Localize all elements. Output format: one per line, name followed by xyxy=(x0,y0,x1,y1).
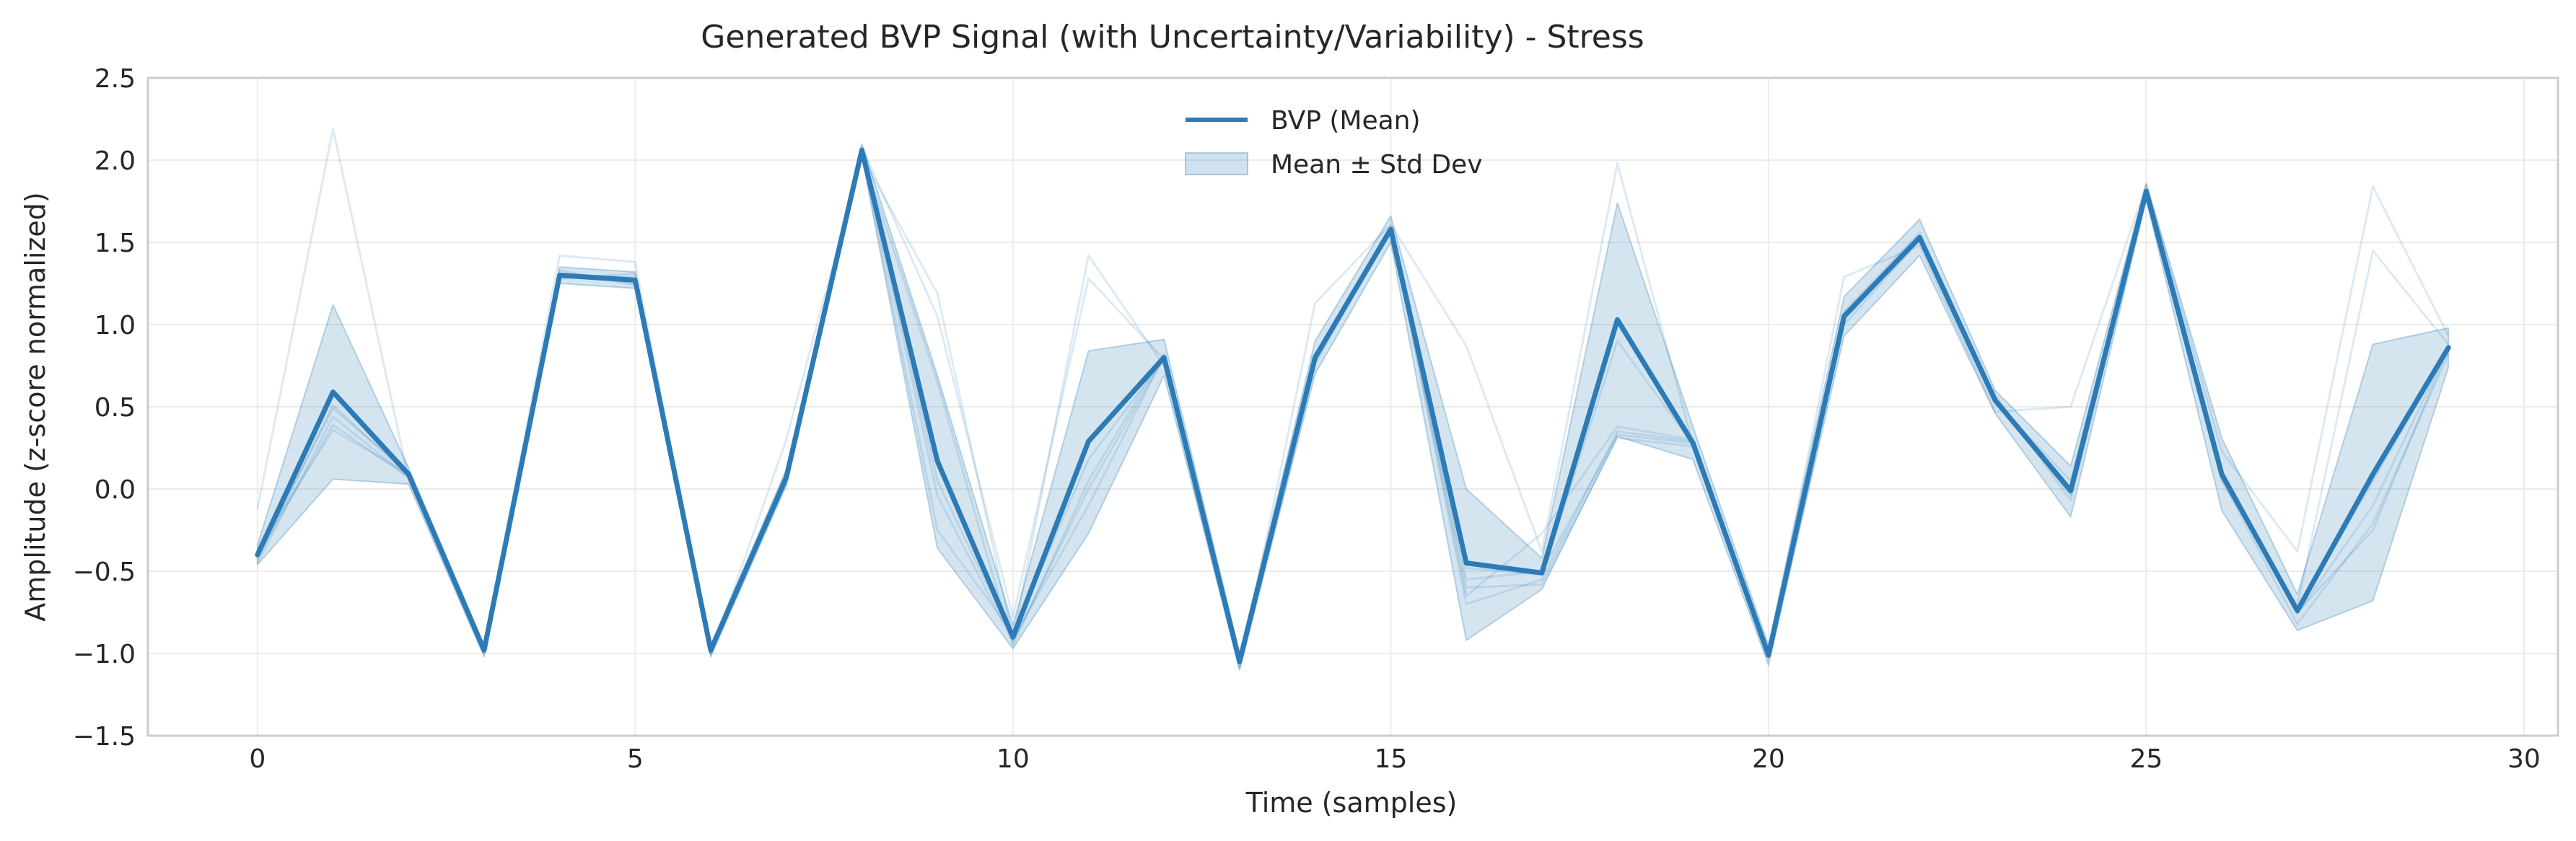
std-dev-band xyxy=(256,143,2450,671)
x-axis-label: Time (samples) xyxy=(1245,787,1458,819)
mean-point xyxy=(1994,400,1996,401)
mean-point xyxy=(2070,490,2072,491)
mean-point xyxy=(333,391,334,392)
mean-line xyxy=(255,147,2451,664)
mean-point xyxy=(1012,636,1014,638)
x-tick-label: 15 xyxy=(1374,744,1407,774)
mean-point xyxy=(2448,347,2449,348)
mean-point xyxy=(1390,229,1391,230)
x-tick-label: 20 xyxy=(1752,744,1785,774)
std-dev-band-layer xyxy=(256,143,2450,671)
mean-point xyxy=(1541,572,1543,573)
y-tick-label: 2.0 xyxy=(95,146,136,176)
mean-point xyxy=(2145,190,2147,192)
y-tick-label: 0.0 xyxy=(95,475,136,505)
x-tick-label: 25 xyxy=(2129,744,2163,774)
y-tick-label: 1.5 xyxy=(95,229,136,258)
y-tick-label: −1.0 xyxy=(73,640,136,669)
legend-band-swatch xyxy=(1185,152,1248,175)
mean-point xyxy=(1919,237,1920,238)
mean-point xyxy=(1616,319,1618,320)
mean-point xyxy=(1239,661,1240,662)
mean-point xyxy=(710,649,711,651)
mean-point xyxy=(1692,442,1694,444)
mean-point xyxy=(483,649,485,651)
y-axis-label: Amplitude (z-score normalized) xyxy=(19,192,51,621)
x-tick-label: 10 xyxy=(996,744,1030,774)
mean-point xyxy=(1844,316,1845,317)
mean-point xyxy=(2297,610,2298,612)
y-tick-label: 1.0 xyxy=(95,311,136,340)
legend-band-label: Mean ± Std Dev xyxy=(1271,150,1483,180)
x-axis-ticks: 0 5 10 15 20 25 30 xyxy=(249,744,2540,774)
x-tick-label: 30 xyxy=(2507,744,2541,774)
x-tick-label: 0 xyxy=(249,744,266,774)
mean-point xyxy=(1163,357,1165,358)
mean-point xyxy=(1466,563,1467,564)
mean-line-layer xyxy=(255,147,2451,664)
mean-point xyxy=(634,279,636,281)
y-tick-label: −0.5 xyxy=(73,558,136,587)
mean-point xyxy=(1768,654,1769,656)
mean-point xyxy=(1315,357,1316,358)
mean-point xyxy=(2372,473,2373,475)
chart-title: Generated BVP Signal (with Uncertainty/V… xyxy=(701,19,1644,56)
mean-point xyxy=(1088,441,1090,442)
mean-point xyxy=(559,275,561,276)
legend-line-label: BVP (Mean) xyxy=(1271,106,1421,136)
x-tick-label: 5 xyxy=(627,744,644,774)
sample-line xyxy=(256,128,2450,669)
y-tick-label: 0.5 xyxy=(95,393,136,423)
y-tick-label: 2.5 xyxy=(95,64,136,94)
mean-point xyxy=(861,149,862,151)
mean-point xyxy=(408,473,409,475)
mean-point xyxy=(786,477,787,478)
y-tick-label: −1.5 xyxy=(73,722,136,752)
mean-point xyxy=(937,460,938,462)
y-axis-ticks: −1.5 −1.0 −0.5 0.0 0.5 1.0 1.5 2.0 2.5 xyxy=(73,64,136,752)
mean-point xyxy=(257,554,258,555)
legend: BVP (Mean) Mean ± Std Dev xyxy=(1185,106,1483,180)
mean-point xyxy=(2221,473,2222,475)
plot-area-frame xyxy=(146,76,2559,737)
